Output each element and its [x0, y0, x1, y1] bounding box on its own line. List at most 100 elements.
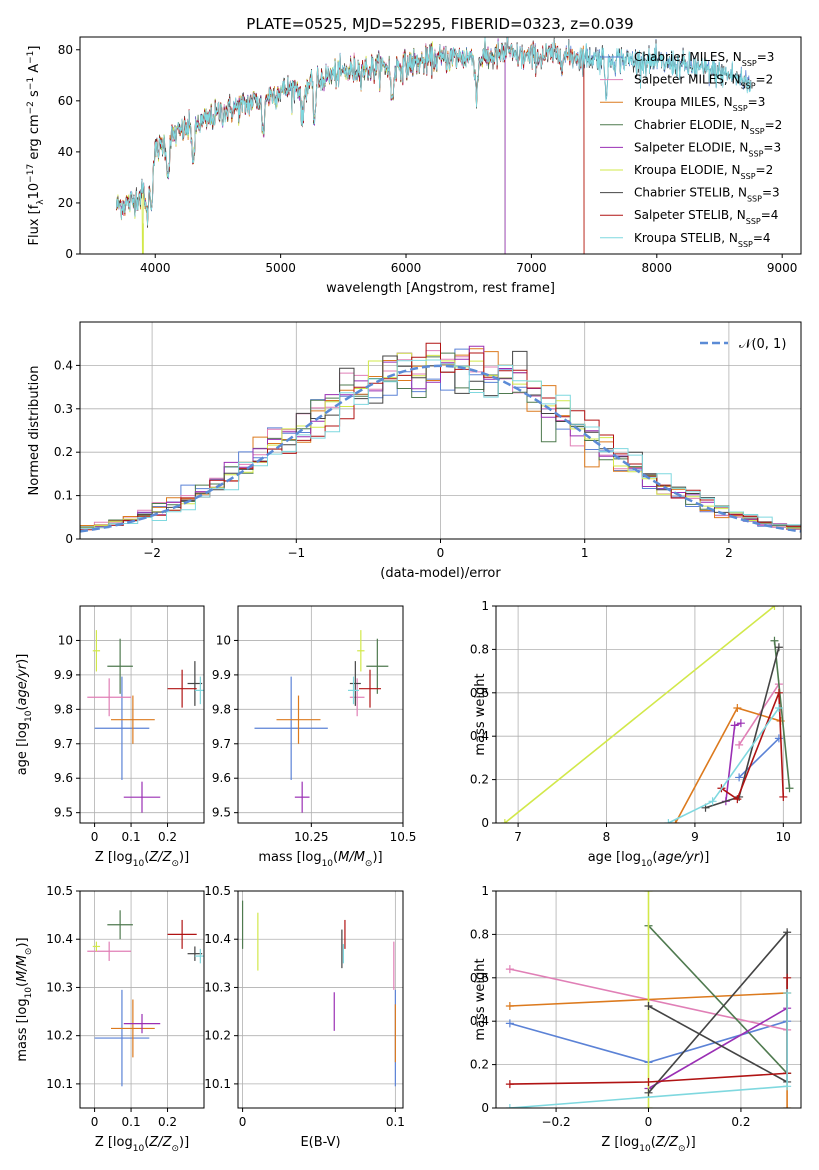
legend-label-kroupa-stelib: Kroupa STELIB, NSSP=4 [634, 231, 771, 249]
marker-chabrier-miles [735, 773, 744, 782]
marker-chabrier-stelib [644, 1088, 653, 1097]
marker-chabrier-stelib [783, 928, 792, 937]
y-axis-label: Flux [fλ10−17 erg cm−2 s−1 A−1] [26, 46, 46, 246]
y-axis-label-part: −2 [26, 101, 36, 114]
y-axis-label-part: 10 [24, 710, 34, 722]
y-tick-label: 0.2 [470, 773, 489, 787]
legend-label-kroupa-miles: Kroupa MILES, NSSP=3 [634, 95, 765, 113]
marker-kroupa-miles [733, 703, 742, 712]
y-tick-label: 0.4 [470, 1014, 489, 1028]
y-tick-label: 10.1 [46, 1077, 73, 1091]
y-tick-label: 9.5 [212, 806, 231, 820]
legend-subscript: SSP [747, 194, 762, 203]
marker-kroupa-elodie [644, 891, 653, 895]
legend-label-kroupa-elodie: Kroupa ELODIE, NSSP=2 [634, 163, 773, 181]
line-salpeter-elodie [725, 722, 742, 802]
legend-subscript: SSP [742, 59, 757, 68]
x-axis-label: Z [log10(Z/Z⊙)] [95, 850, 189, 869]
y-axis-label-part: ( [15, 982, 30, 987]
marker-kroupa-stelib [783, 988, 792, 997]
x-axis-label: Z [log10(Z/Z⊙)] [601, 1135, 695, 1154]
marker-salpeter-stelib [733, 795, 742, 804]
axes-frame [79, 890, 205, 1109]
y-tick-label: 10.3 [204, 980, 231, 994]
x-axis-label: (data-model)/error [380, 566, 501, 581]
x-axis-label-part: mass [log [258, 850, 321, 865]
x-tick-label: −2 [143, 546, 161, 560]
y-axis-label-part: mass [log [15, 998, 30, 1061]
x-tick-label: 0 [91, 830, 99, 844]
x-axis-label-part: Z/Z [655, 1135, 679, 1150]
marker-salpeter-stelib [783, 973, 792, 982]
y-tick-label: 9.6 [212, 771, 231, 785]
x-axis-label-part: wavelength [Angstrom, rest frame] [326, 281, 555, 296]
x-tick-label: 7000 [516, 261, 547, 275]
legend-name: Kroupa ELODIE, N [634, 163, 741, 177]
x-axis-label-part: )] [179, 1135, 189, 1150]
x-axis-label-part: Z [log [95, 850, 133, 865]
x-axis-label-part: ⊙ [365, 859, 373, 869]
plot-area [87, 630, 204, 813]
x-tick-label: 4000 [140, 261, 171, 275]
axes-frame [237, 605, 404, 824]
y-axis-label: mass [log10(M/M⊙)] [15, 937, 34, 1061]
x-axis-label-part: ( [333, 850, 338, 865]
legend-label-chabrier-stelib: Chabrier STELIB, NSSP=3 [634, 186, 780, 204]
x-axis-label-part: ⊙ [678, 1144, 686, 1154]
x-axis-label-part: ( [144, 1135, 149, 1150]
x-tick-label: 10.5 [390, 830, 417, 844]
marker-kroupa-miles [783, 1104, 792, 1108]
y-tick-label: 9.8 [54, 702, 73, 716]
x-axis-label-part: M/M [338, 850, 365, 865]
x-axis-label: Z [log10(Z/Z⊙)] [95, 1135, 189, 1154]
legend-name: Kroupa STELIB, N [634, 231, 738, 245]
y-axis-label: mass weight [473, 958, 488, 1040]
x-tick-label: 10 [776, 830, 791, 844]
x-axis-label-part: ( [651, 1135, 656, 1150]
legend-name: Salpeter STELIB, N [634, 208, 746, 222]
y-tick-label: 9.9 [54, 668, 73, 682]
marker-chabrier-miles [505, 1019, 514, 1028]
y-axis-label-part: mass weight [473, 958, 488, 1040]
line-chabrier-stelib [647, 930, 788, 1094]
x-tick-label: 8000 [642, 261, 673, 275]
axes-frame [495, 605, 802, 824]
y-axis-label-part: −17 [26, 164, 36, 183]
legend-subscript: SSP [738, 239, 753, 248]
plot-area [80, 342, 801, 539]
x-axis-label-part: (data-model)/error [380, 566, 501, 581]
legend-count: =2 [765, 118, 783, 132]
normal-curve [80, 364, 801, 533]
x-axis-label-part: E(B-V) [300, 1135, 340, 1150]
legend-count: =3 [748, 95, 766, 109]
line-salpeter-elodie [648, 1007, 788, 1090]
x-axis-label-part: Z [log [95, 1135, 133, 1150]
y-tick-label: 1 [481, 884, 489, 898]
y-axis-label-part: M/M [15, 955, 30, 982]
y-tick-label: 0.4 [54, 358, 73, 372]
x-tick-label: 0.1 [386, 1115, 405, 1129]
y-axis-label-part: age [log [15, 722, 30, 775]
x-tick-label: 8 [603, 830, 611, 844]
panel-mass-vs-EBV: 0 0.1 10.1 10.2 10.3 10.4 10.5 E(B-V) [204, 884, 405, 1150]
marker-salpeter-miles [505, 965, 514, 974]
y-tick-label: 10.4 [204, 932, 231, 946]
legend-subscript: SSP [741, 81, 756, 90]
x-tick-label: 9000 [767, 261, 798, 275]
legend-label-normal: 𝒩(0, 1) [739, 337, 786, 352]
x-tick-label: 6000 [391, 261, 422, 275]
marker-salpeter-stelib [774, 688, 783, 697]
legend-count: =4 [753, 231, 771, 245]
x-axis-label: age [log10(age/yr)] [588, 850, 710, 869]
x-tick-label: −0.2 [542, 1115, 571, 1129]
y-axis-label-part: 10 [27, 183, 42, 200]
plot-area [87, 910, 204, 1087]
y-axis-label-part: Normed distribution [27, 366, 42, 496]
x-axis-label: wavelength [Angstrom, rest frame] [326, 281, 555, 296]
plot-area [254, 630, 389, 813]
x-axis-label-part: ⊙ [171, 1144, 179, 1154]
plot-area [116, 37, 752, 254]
x-tick-label: 0 [437, 546, 445, 560]
